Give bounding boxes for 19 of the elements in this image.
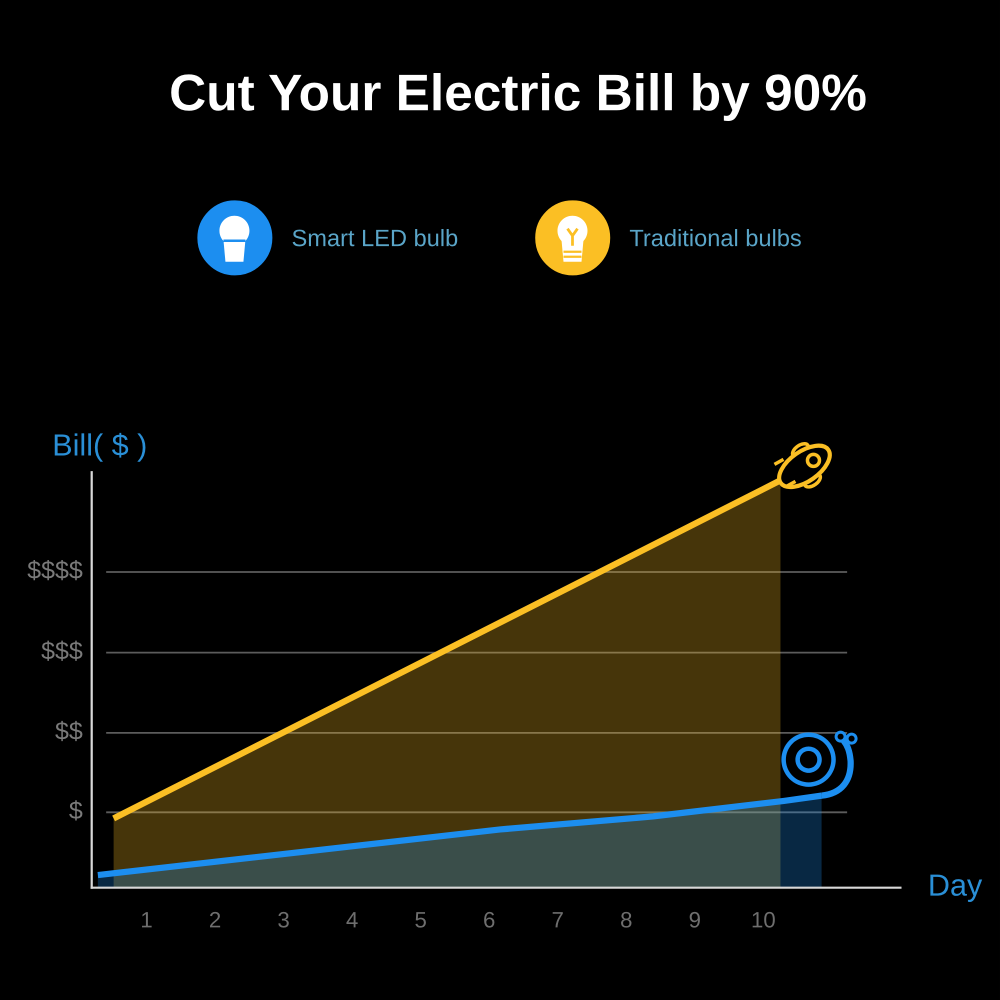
x-tick-label: 9 [690, 912, 700, 928]
ref-line-label: $$ [55, 720, 82, 742]
x-tick-label: 5 [415, 912, 426, 928]
legend-label: Traditional bulbs [630, 228, 801, 246]
x-tick-label: 2 [210, 912, 220, 928]
ref-line-label: $$$$ [27, 560, 82, 580]
legend-label: Smart LED bulb [292, 228, 458, 246]
x-tick-label: 6 [484, 912, 494, 928]
x-tick-label: 3 [278, 912, 289, 928]
x-tick-label: 1 [142, 912, 152, 928]
ref-line-label: $ [69, 800, 82, 821]
x-tick-label: 4 [346, 912, 358, 928]
x-tick-label: 8 [621, 912, 632, 928]
x-tick-label: 7 [552, 912, 563, 928]
y-axis-title: Bill( $ ) [54, 432, 146, 462]
ref-line-label: $$$ [41, 640, 82, 661]
chart-title: Cut Your Electric Bill by 90% [171, 73, 866, 121]
x-tick-label: 10 [752, 912, 775, 928]
x-axis-title: Day [930, 874, 982, 902]
